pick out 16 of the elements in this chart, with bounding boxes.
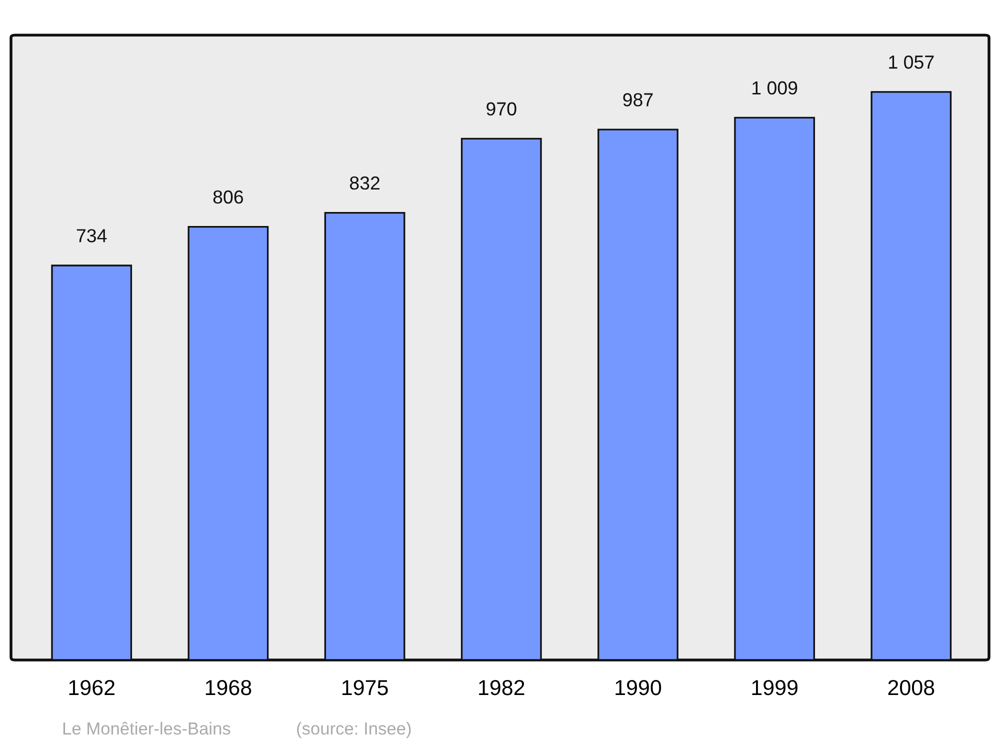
data-label: 1 009 [752,81,798,95]
data-label: 832 [350,176,380,190]
x-tick-label: 1990 [616,680,662,696]
x-tick-label: 1982 [479,680,524,696]
data-label: 734 [76,229,107,242]
x-tick-label: 1999 [752,680,798,696]
x-tick-label: 1962 [69,680,114,696]
data-label: 806 [213,190,243,204]
data-label: 987 [623,93,653,106]
x-tick-label: 1975 [342,680,388,696]
data-label: 1 057 [889,55,934,69]
x-tick-label: 2008 [888,680,934,696]
text: (source: Insee) [297,722,411,738]
data-label: 970 [486,102,516,116]
text: Le Monêtier-les-Bains [63,722,230,735]
x-tick-label: 1968 [206,680,252,696]
